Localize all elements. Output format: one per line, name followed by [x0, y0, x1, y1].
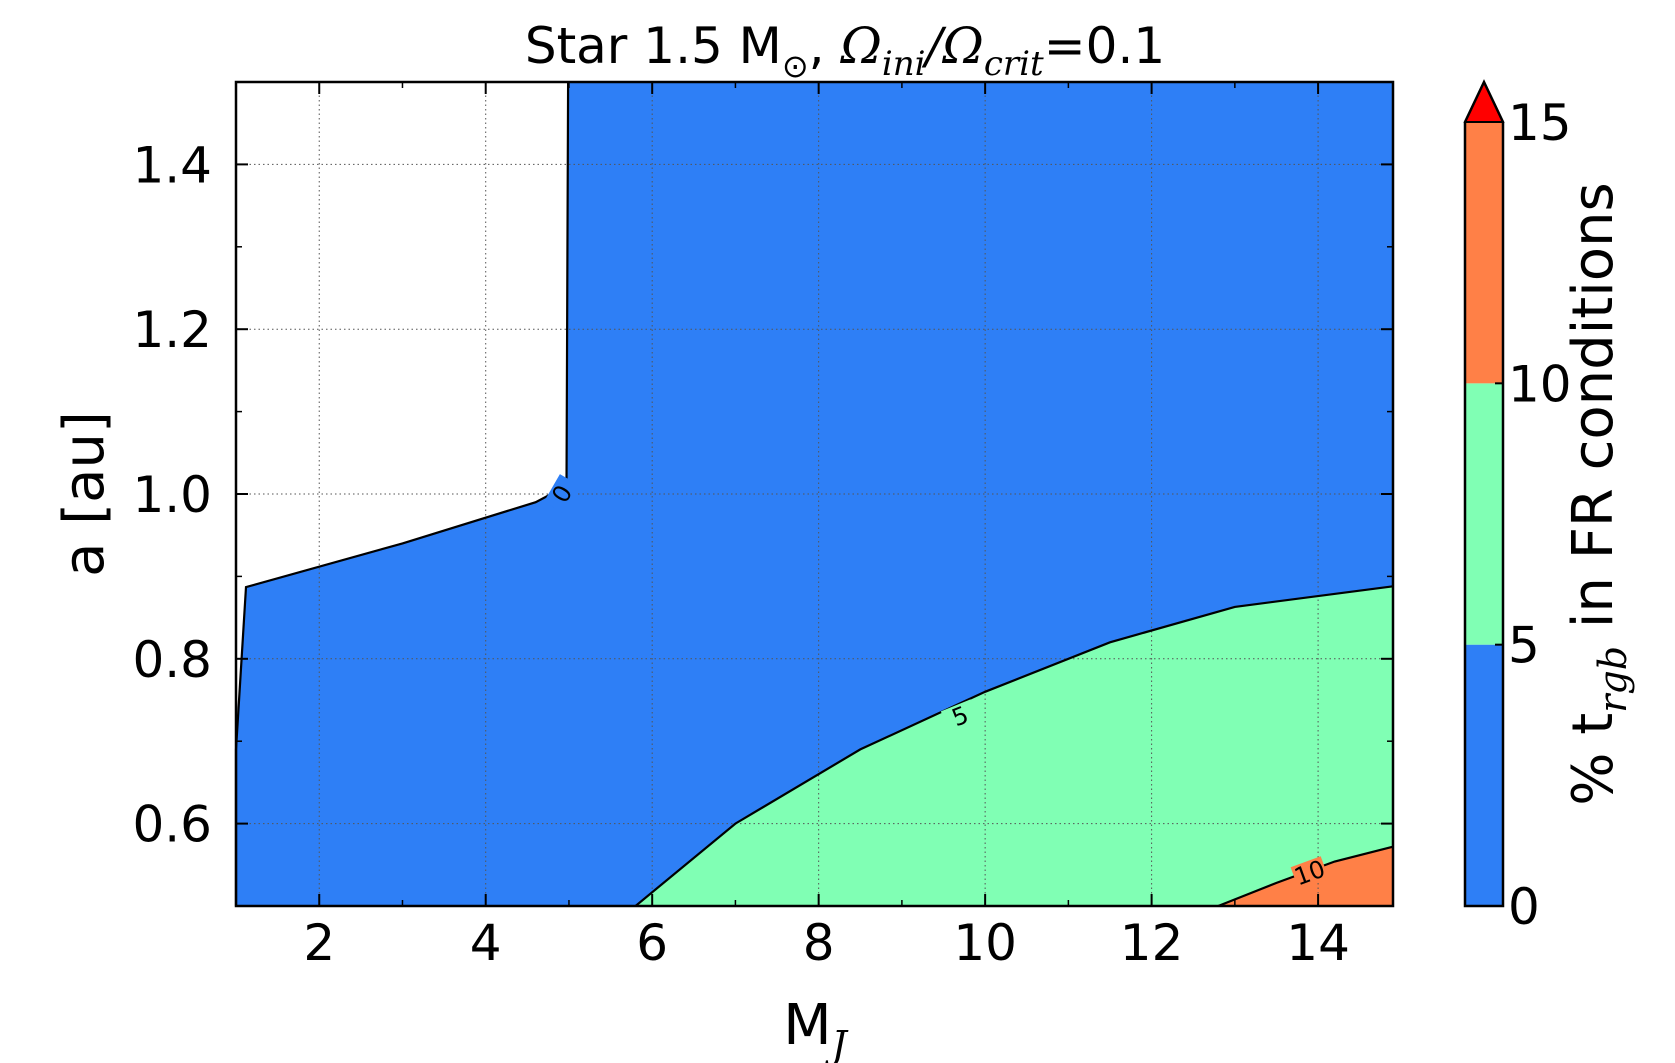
y-tick-label: 1.2 [132, 301, 212, 359]
x-tick-label: 6 [636, 914, 668, 972]
y-tick-labels: 0.6 0.8 1.0 1.2 1.4 [132, 136, 212, 853]
colorbar-tick-label: 10 [1508, 355, 1572, 413]
contour-label-bg-0 [543, 474, 581, 514]
y-tick-label: 0.8 [132, 631, 212, 689]
contour-label-bg-2 [1290, 856, 1329, 890]
x-axis-label: MJ [783, 993, 848, 1063]
x-tick-label: 4 [470, 914, 502, 972]
y-tick-label: 1.4 [132, 136, 212, 194]
y-tick-label: 0.6 [132, 796, 212, 854]
colorbar-segment-0 [1465, 644, 1503, 906]
contour-regions [236, 82, 1393, 906]
colorbar-tick-labels: 0 5 10 15 [1508, 94, 1572, 936]
chart-title: Star 1.5 M⊙, Ωini/Ωcrit=0.1 [525, 17, 1165, 85]
contour-label-bg-1 [940, 699, 980, 734]
y-tick-label: 1.0 [132, 466, 212, 524]
colorbar [1463, 79, 1505, 908]
x-tick-label: 2 [303, 914, 335, 972]
colorbar-extend-triangle [1463, 79, 1505, 123]
y-axis-label: a [au] [52, 411, 117, 577]
x-tick-label: 8 [803, 914, 835, 972]
region-5-10 [635, 586, 1393, 906]
x-tick-label: 12 [1120, 914, 1184, 972]
x-tick-label: 14 [1286, 914, 1350, 972]
plot-frame [234, 80, 1395, 908]
contour-line-5-10 [634, 585, 1394, 907]
colorbar-segment-1 [1465, 383, 1503, 645]
colorbar-tick-label: 0 [1508, 878, 1540, 936]
colorbar-segment-2 [1465, 122, 1503, 384]
x-tick-labels: 2 4 6 8 10 12 14 [303, 914, 1350, 972]
colorbar-tick-label: 15 [1508, 94, 1572, 152]
grid-lines [236, 82, 1393, 906]
colorbar-label: % trgb in FR conditions [1561, 182, 1635, 805]
colorbar-tick-label: 5 [1508, 617, 1540, 675]
x-tick-label: 10 [953, 914, 1017, 972]
